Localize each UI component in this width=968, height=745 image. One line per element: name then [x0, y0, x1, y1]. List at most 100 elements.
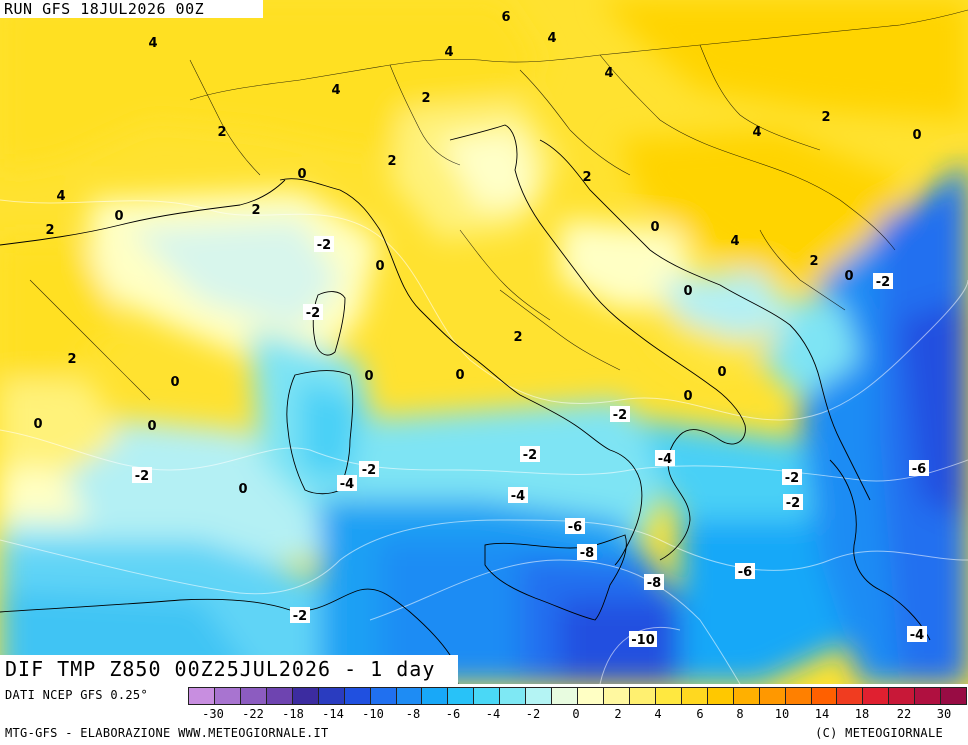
svg-text:-2: -2: [362, 463, 376, 478]
legend-swatch: [447, 687, 475, 705]
svg-text:6: 6: [501, 10, 510, 25]
isotherm-label: 0: [650, 220, 659, 235]
isotherm-label: 2: [421, 91, 430, 106]
isotherm-label: -6: [909, 460, 929, 477]
map-svg: 6 4 4 4 4 4 2 2 4 2 0 2 0 2 2 4 0 0 2 4 -2 0 2 0 0 -2 -2 2 2 0 0 0 0 -2 0 0…: [0, 0, 968, 684]
isotherm-label: -2: [610, 406, 630, 423]
isotherm-label: -2: [782, 469, 802, 486]
legend-tick-label: 14: [814, 707, 830, 721]
legend-swatch: [499, 687, 527, 705]
legend-tick-label: 30: [936, 707, 952, 721]
isotherm-label: 2: [809, 254, 818, 269]
isotherm-label: -2: [132, 467, 152, 484]
isotherm-label: -2: [783, 494, 803, 511]
legend-swatch: [213, 687, 241, 705]
legend-swatch: [628, 687, 656, 705]
svg-text:4: 4: [56, 189, 65, 204]
legend-swatch: [732, 687, 760, 705]
svg-text:-4: -4: [511, 489, 525, 504]
svg-text:2: 2: [513, 330, 522, 345]
svg-text:0: 0: [147, 419, 156, 434]
isotherm-label: 2: [387, 154, 396, 169]
footer-credit: MTG-GFS - ELABORAZIONE WWW.METEOGIORNALE…: [5, 726, 329, 740]
isotherm-label: 4: [547, 31, 556, 46]
isotherm-label: 0: [455, 368, 464, 383]
data-source-label: DATI NCEP GFS 0.25°: [5, 688, 148, 702]
legend-swatch: [525, 687, 553, 705]
svg-text:2: 2: [421, 91, 430, 106]
legend-swatch: [188, 687, 215, 705]
svg-text:2: 2: [45, 223, 54, 238]
svg-text:2: 2: [582, 170, 591, 185]
legend-swatch: [680, 687, 708, 705]
legend-tick-label: -8: [405, 707, 421, 721]
isotherm-label: -4: [508, 487, 528, 504]
color-legend: [188, 687, 968, 707]
svg-text:2: 2: [67, 352, 76, 367]
legend-tick-label: 0: [572, 707, 580, 721]
legend-swatch: [265, 687, 293, 705]
svg-text:-10: -10: [631, 633, 655, 648]
isotherm-label: 4: [331, 83, 340, 98]
isotherm-label: 0: [170, 375, 179, 390]
svg-text:4: 4: [331, 83, 340, 98]
isotherm-label: 0: [375, 259, 384, 274]
isotherm-label: -2: [520, 446, 540, 463]
isotherm-label: -8: [644, 574, 664, 591]
svg-text:-2: -2: [876, 275, 890, 290]
isotherm-label: -2: [359, 461, 379, 478]
legend-swatch: [888, 687, 916, 705]
svg-text:0: 0: [170, 375, 179, 390]
isotherm-label: 0: [683, 284, 692, 299]
isotherm-label: 0: [297, 167, 306, 182]
svg-text:0: 0: [912, 128, 921, 143]
legend-swatch: [862, 687, 890, 705]
footer-copyright: (C) METEOGIORNALE: [815, 726, 943, 740]
legend-swatch: [836, 687, 864, 705]
legend-tick-label: 6: [696, 707, 704, 721]
svg-text:0: 0: [375, 259, 384, 274]
svg-text:-2: -2: [613, 408, 627, 423]
isotherm-label: 2: [251, 203, 260, 218]
isotherm-label: 6: [501, 10, 510, 25]
legend-tick-label: 18: [854, 707, 870, 721]
legend-swatch: [577, 687, 604, 705]
svg-text:2: 2: [217, 125, 226, 140]
svg-text:0: 0: [33, 417, 42, 432]
svg-text:0: 0: [238, 482, 247, 497]
svg-text:-2: -2: [317, 238, 331, 253]
isotherm-label: -8: [577, 544, 597, 561]
legend-tick-label: 22: [896, 707, 912, 721]
svg-text:4: 4: [444, 45, 453, 60]
isotherm-label: -2: [290, 607, 310, 624]
isotherm-labels: 6 4 4 4 4 4 2 2 4 2 0 2 0 2 2 4 0 0 2 4 -2 0 2 0 0 -2 -2 2 2 0 0 0 0 -2 0 0…: [33, 10, 929, 648]
legend-tick-label: -22: [242, 707, 264, 721]
legend-tick-label: -6: [445, 707, 461, 721]
legend-tick-label: 4: [654, 707, 662, 721]
legend-swatch: [291, 687, 319, 705]
isotherm-label: 0: [683, 389, 692, 404]
isotherm-label: 0: [844, 269, 853, 284]
svg-text:2: 2: [809, 254, 818, 269]
svg-text:0: 0: [683, 284, 692, 299]
svg-text:4: 4: [148, 36, 157, 51]
svg-text:-6: -6: [568, 520, 582, 535]
legend-swatch: [239, 687, 267, 705]
legend-swatch: [395, 687, 423, 705]
svg-text:-4: -4: [910, 628, 924, 643]
isotherm-label: -4: [337, 475, 357, 492]
svg-text:0: 0: [364, 369, 373, 384]
svg-text:-8: -8: [580, 546, 594, 561]
svg-text:-2: -2: [523, 448, 537, 463]
svg-text:2: 2: [821, 110, 830, 125]
svg-text:0: 0: [650, 220, 659, 235]
svg-text:0: 0: [114, 209, 123, 224]
isotherm-label: 2: [821, 110, 830, 125]
svg-text:2: 2: [251, 203, 260, 218]
svg-text:4: 4: [547, 31, 556, 46]
svg-text:-2: -2: [786, 496, 800, 511]
svg-text:4: 4: [752, 125, 761, 140]
legend-swatch: [810, 687, 838, 705]
legend-tick-label: -2: [525, 707, 541, 721]
legend-swatch: [473, 687, 501, 705]
